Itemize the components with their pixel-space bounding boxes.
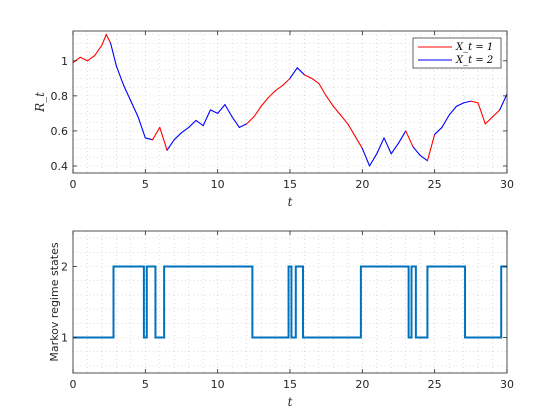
bottom-plot-area — [73, 231, 507, 373]
regime-step-line — [73, 265, 507, 339]
series-segment-regime2 — [115, 65, 125, 86]
series-segment-regime2 — [238, 123, 248, 128]
series-segment-regime1 — [491, 109, 501, 118]
top-x-tick-label: 5 — [142, 178, 149, 191]
top-x-tick-label: 25 — [428, 178, 442, 191]
series-segment-regime1 — [86, 54, 96, 62]
series-segment-regime1 — [105, 33, 112, 44]
series-segment-regime1 — [318, 83, 327, 97]
series-segment-regime2 — [166, 139, 175, 151]
top-y-tick-label: 0.6 — [51, 125, 69, 138]
series-segment-regime2 — [369, 153, 378, 167]
series-segment-regime1 — [79, 56, 89, 62]
bottom-x-tick-label: 5 — [142, 378, 149, 391]
series-segment-regime1 — [159, 126, 168, 151]
series-segment-regime2 — [397, 130, 407, 144]
series-segment-regime2 — [376, 137, 385, 155]
series-segment-regime2 — [110, 42, 117, 67]
series-segment-regime2 — [195, 119, 204, 127]
series-segment-regime1 — [94, 44, 103, 57]
series-segment-regime1 — [484, 116, 494, 125]
series-segment-regime1 — [332, 105, 342, 116]
series-segment-regime1 — [246, 116, 255, 125]
series-segment-regime2 — [448, 105, 457, 116]
bottom-x-tick-label: 30 — [500, 378, 514, 391]
series-segment-regime1 — [274, 84, 284, 92]
series-segment-regime1 — [340, 114, 349, 125]
series-segment-regime2 — [499, 93, 508, 111]
series-segment-regime2 — [390, 142, 400, 155]
bottom-x-tick-label: 15 — [283, 378, 297, 391]
series-segment-regime2 — [441, 114, 450, 128]
top-y-tick-label: 1 — [61, 55, 68, 68]
series-segment-regime2 — [224, 104, 233, 118]
series-segment-regime1 — [354, 135, 363, 150]
series-segment-regime2 — [361, 147, 371, 167]
series-segment-regime2 — [144, 137, 154, 141]
top-x-tick-label: 0 — [70, 178, 77, 191]
bottom-y-tick-label: 1 — [61, 332, 68, 345]
bottom-y-axis-label: Markov regime states — [48, 242, 61, 361]
top-series — [72, 33, 508, 167]
series-segment-regime2 — [173, 132, 183, 141]
top-plot: 0 5 10 15 20 25 30 0.4 0.6 0.8 1 t R_t X_t = 1 X_t… — [33, 30, 514, 209]
series-segment-regime2 — [137, 116, 146, 139]
series-segment-regime1 — [470, 100, 479, 104]
series-segment-regime2 — [455, 102, 465, 107]
series-segment-regime1 — [405, 130, 414, 148]
series-segment-regime2 — [217, 104, 226, 114]
series-segment-regime1 — [426, 133, 436, 162]
legend-box — [412, 37, 502, 69]
series-segment-regime1 — [253, 105, 262, 118]
series-segment-regime2 — [180, 126, 190, 134]
bottom-x-tick-label: 20 — [355, 378, 369, 391]
series-segment-regime1 — [477, 102, 486, 125]
bottom-x-axis-label: t — [288, 395, 293, 409]
series-segment-regime1 — [260, 97, 269, 107]
series-segment-regime2 — [434, 126, 443, 135]
series-segment-regime2 — [419, 154, 428, 162]
legend-label-regime2: X_t = 2 — [455, 55, 493, 66]
series-segment-regime1 — [347, 123, 356, 137]
legend-label-regime1: X_t = 1 — [455, 42, 493, 53]
series-segment-regime1 — [311, 77, 320, 85]
bottom-y-tick-label: 2 — [61, 261, 68, 274]
series-segment-regime2 — [463, 100, 472, 104]
bottom-ticks: 0 5 10 15 20 25 30 1 2 — [61, 231, 514, 391]
series-segment-regime2 — [296, 67, 306, 76]
bottom-plot: 0 5 10 15 20 25 30 1 2 t Markov regime states — [48, 230, 514, 409]
series-segment-regime1 — [325, 95, 334, 107]
top-x-tick-label: 15 — [283, 178, 297, 191]
legend: X_t = 1 X_t = 2 — [412, 37, 502, 69]
series-segment-regime2 — [412, 146, 421, 157]
series-segment-regime2 — [123, 84, 132, 102]
series-segment-regime1 — [303, 74, 313, 79]
series-segment-regime2 — [231, 116, 240, 128]
series-segment-regime2 — [188, 119, 197, 128]
top-ticks: 0 5 10 15 20 25 30 0.4 0.6 0.8 1 — [51, 31, 514, 191]
top-y-tick-label: 0.8 — [51, 90, 69, 103]
bottom-x-tick-label: 0 — [70, 378, 77, 391]
series-segment-regime1 — [267, 90, 277, 99]
series-segment-regime2 — [202, 109, 211, 127]
series-segment-regime1 — [152, 126, 161, 141]
top-y-tick-label: 0.4 — [51, 160, 69, 173]
top-x-tick-label: 10 — [211, 178, 225, 191]
series-segment-regime1 — [101, 33, 107, 46]
series-segment-regime2 — [130, 100, 139, 118]
series-segment-regime2 — [383, 137, 392, 155]
bottom-x-tick-label: 25 — [428, 378, 442, 391]
bottom-series — [73, 265, 507, 339]
series-segment-regime1 — [282, 77, 291, 86]
top-x-tick-label: 30 — [500, 178, 514, 191]
top-y-axis-label: R_t — [33, 92, 47, 113]
series-segment-regime1 — [72, 56, 81, 64]
bottom-x-tick-label: 10 — [211, 378, 225, 391]
series-segment-regime2 — [289, 67, 298, 79]
top-x-axis-label: t — [288, 195, 293, 209]
top-x-tick-label: 20 — [355, 178, 369, 191]
series-segment-regime2 — [209, 109, 219, 114]
